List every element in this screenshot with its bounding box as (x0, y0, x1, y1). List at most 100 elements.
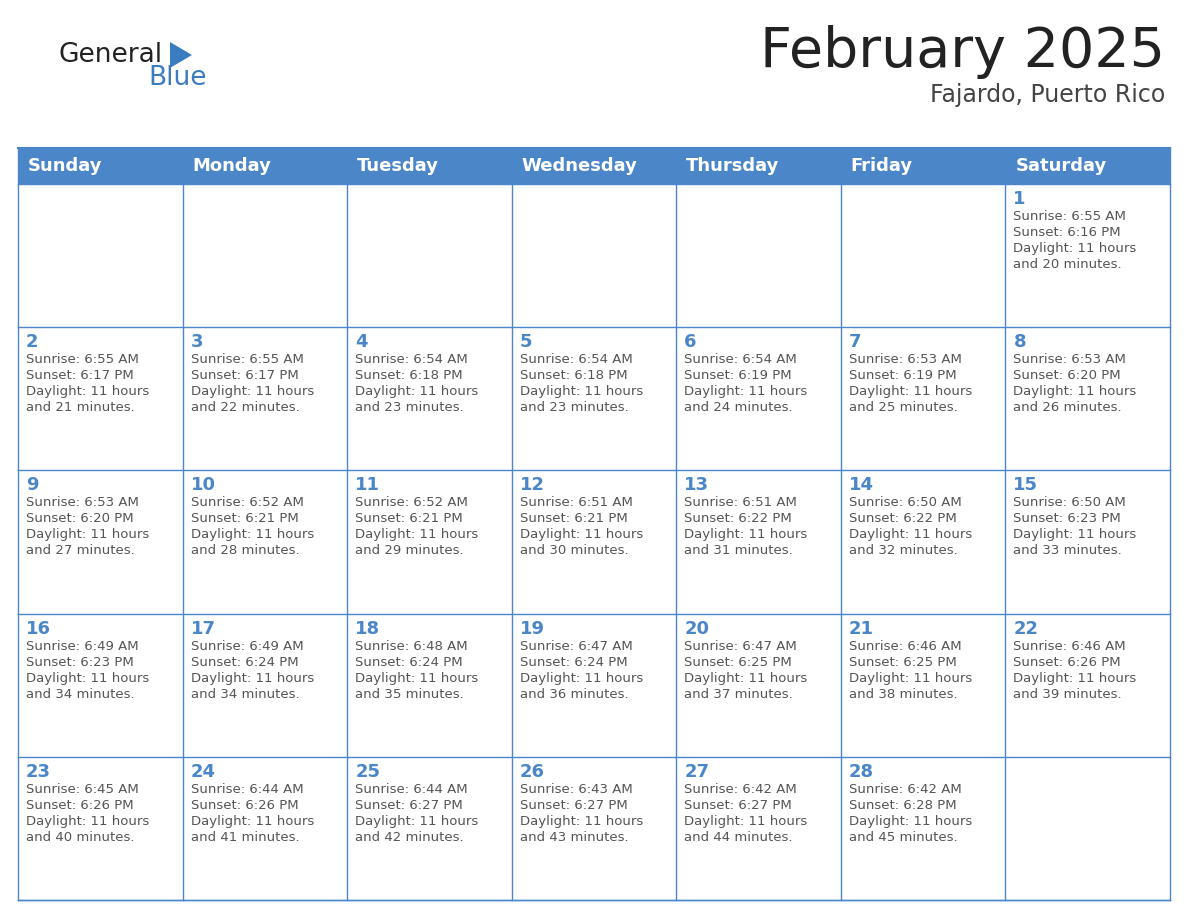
Text: Daylight: 11 hours: Daylight: 11 hours (849, 815, 972, 828)
Text: Sunset: 6:21 PM: Sunset: 6:21 PM (355, 512, 463, 525)
Text: Sunset: 6:20 PM: Sunset: 6:20 PM (26, 512, 133, 525)
Text: 9: 9 (26, 476, 38, 495)
Text: Sunset: 6:27 PM: Sunset: 6:27 PM (684, 799, 792, 812)
Text: and 35 minutes.: and 35 minutes. (355, 688, 463, 700)
Text: Sunset: 6:19 PM: Sunset: 6:19 PM (684, 369, 792, 382)
Text: and 32 minutes.: and 32 minutes. (849, 544, 958, 557)
Text: Daylight: 11 hours: Daylight: 11 hours (684, 672, 808, 685)
Text: Daylight: 11 hours: Daylight: 11 hours (684, 529, 808, 542)
Bar (676, 148, 841, 184)
Text: Daylight: 11 hours: Daylight: 11 hours (1013, 672, 1137, 685)
Text: 15: 15 (1013, 476, 1038, 495)
Text: Sunrise: 6:55 AM: Sunrise: 6:55 AM (1013, 210, 1126, 223)
Text: 19: 19 (519, 620, 545, 638)
Text: Sunset: 6:18 PM: Sunset: 6:18 PM (355, 369, 463, 382)
Text: 7: 7 (849, 333, 861, 352)
Text: Sunrise: 6:50 AM: Sunrise: 6:50 AM (1013, 497, 1126, 509)
Text: and 41 minutes.: and 41 minutes. (190, 831, 299, 844)
Text: 24: 24 (190, 763, 215, 781)
Bar (1005, 148, 1170, 184)
Text: and 25 minutes.: and 25 minutes. (849, 401, 958, 414)
Text: Tuesday: Tuesday (358, 157, 440, 175)
Text: Sunset: 6:16 PM: Sunset: 6:16 PM (1013, 226, 1121, 239)
Text: 23: 23 (26, 763, 51, 781)
Text: and 42 minutes.: and 42 minutes. (355, 831, 463, 844)
Text: Blue: Blue (148, 65, 207, 91)
Text: 2: 2 (26, 333, 38, 352)
Text: and 30 minutes.: and 30 minutes. (519, 544, 628, 557)
Text: Sunrise: 6:55 AM: Sunrise: 6:55 AM (26, 353, 139, 366)
Text: Monday: Monday (192, 157, 271, 175)
Text: 16: 16 (26, 620, 51, 638)
Text: Saturday: Saturday (1016, 157, 1107, 175)
Text: Daylight: 11 hours: Daylight: 11 hours (355, 529, 479, 542)
Text: Sunrise: 6:46 AM: Sunrise: 6:46 AM (849, 640, 961, 653)
Bar (512, 148, 676, 184)
Text: Sunrise: 6:46 AM: Sunrise: 6:46 AM (1013, 640, 1126, 653)
Text: and 38 minutes.: and 38 minutes. (849, 688, 958, 700)
Text: Wednesday: Wednesday (522, 157, 638, 175)
Text: Daylight: 11 hours: Daylight: 11 hours (1013, 529, 1137, 542)
Text: Sunset: 6:18 PM: Sunset: 6:18 PM (519, 369, 627, 382)
Text: Daylight: 11 hours: Daylight: 11 hours (684, 815, 808, 828)
Text: Sunrise: 6:47 AM: Sunrise: 6:47 AM (519, 640, 632, 653)
Text: Friday: Friday (851, 157, 914, 175)
Text: Sunrise: 6:54 AM: Sunrise: 6:54 AM (355, 353, 468, 366)
Text: Sunset: 6:24 PM: Sunset: 6:24 PM (190, 655, 298, 668)
Text: and 23 minutes.: and 23 minutes. (355, 401, 463, 414)
Text: 12: 12 (519, 476, 545, 495)
Text: and 21 minutes.: and 21 minutes. (26, 401, 134, 414)
Bar (841, 148, 1005, 184)
Text: and 40 minutes.: and 40 minutes. (26, 831, 134, 844)
Text: Sunrise: 6:54 AM: Sunrise: 6:54 AM (684, 353, 797, 366)
Text: Sunrise: 6:43 AM: Sunrise: 6:43 AM (519, 783, 632, 796)
Text: and 31 minutes.: and 31 minutes. (684, 544, 794, 557)
Text: Daylight: 11 hours: Daylight: 11 hours (355, 386, 479, 398)
Text: Daylight: 11 hours: Daylight: 11 hours (190, 672, 314, 685)
Text: Daylight: 11 hours: Daylight: 11 hours (684, 386, 808, 398)
Text: Sunset: 6:27 PM: Sunset: 6:27 PM (355, 799, 463, 812)
Text: Sunset: 6:24 PM: Sunset: 6:24 PM (355, 655, 463, 668)
Text: and 22 minutes.: and 22 minutes. (190, 401, 299, 414)
Text: 22: 22 (1013, 620, 1038, 638)
Text: Daylight: 11 hours: Daylight: 11 hours (519, 672, 643, 685)
Text: Sunday: Sunday (29, 157, 102, 175)
Text: Sunset: 6:21 PM: Sunset: 6:21 PM (519, 512, 627, 525)
Text: Sunrise: 6:50 AM: Sunrise: 6:50 AM (849, 497, 961, 509)
Text: Sunset: 6:26 PM: Sunset: 6:26 PM (26, 799, 133, 812)
Text: 5: 5 (519, 333, 532, 352)
Text: 1: 1 (1013, 190, 1026, 208)
Text: Sunset: 6:28 PM: Sunset: 6:28 PM (849, 799, 956, 812)
Text: Daylight: 11 hours: Daylight: 11 hours (1013, 386, 1137, 398)
Text: 25: 25 (355, 763, 380, 781)
Text: Daylight: 11 hours: Daylight: 11 hours (849, 672, 972, 685)
Text: Sunset: 6:27 PM: Sunset: 6:27 PM (519, 799, 627, 812)
Text: Sunrise: 6:42 AM: Sunrise: 6:42 AM (849, 783, 961, 796)
Bar (347, 148, 512, 184)
Text: Sunrise: 6:55 AM: Sunrise: 6:55 AM (190, 353, 303, 366)
Text: Daylight: 11 hours: Daylight: 11 hours (26, 672, 150, 685)
Text: and 26 minutes.: and 26 minutes. (1013, 401, 1121, 414)
Text: Daylight: 11 hours: Daylight: 11 hours (190, 386, 314, 398)
Bar (183, 148, 347, 184)
Text: Sunset: 6:17 PM: Sunset: 6:17 PM (26, 369, 134, 382)
Text: and 28 minutes.: and 28 minutes. (190, 544, 299, 557)
Text: and 45 minutes.: and 45 minutes. (849, 831, 958, 844)
Text: Sunrise: 6:53 AM: Sunrise: 6:53 AM (26, 497, 139, 509)
Text: Sunset: 6:21 PM: Sunset: 6:21 PM (190, 512, 298, 525)
Text: Daylight: 11 hours: Daylight: 11 hours (26, 386, 150, 398)
Text: Daylight: 11 hours: Daylight: 11 hours (849, 529, 972, 542)
Text: 28: 28 (849, 763, 874, 781)
Text: 3: 3 (190, 333, 203, 352)
Text: Sunset: 6:24 PM: Sunset: 6:24 PM (519, 655, 627, 668)
Text: Sunset: 6:26 PM: Sunset: 6:26 PM (190, 799, 298, 812)
Text: 27: 27 (684, 763, 709, 781)
Text: Sunset: 6:22 PM: Sunset: 6:22 PM (849, 512, 956, 525)
Text: 20: 20 (684, 620, 709, 638)
Text: 17: 17 (190, 620, 215, 638)
Text: Sunrise: 6:51 AM: Sunrise: 6:51 AM (519, 497, 632, 509)
Text: Sunset: 6:25 PM: Sunset: 6:25 PM (684, 655, 792, 668)
Text: Sunset: 6:17 PM: Sunset: 6:17 PM (190, 369, 298, 382)
Text: Sunrise: 6:47 AM: Sunrise: 6:47 AM (684, 640, 797, 653)
Text: and 43 minutes.: and 43 minutes. (519, 831, 628, 844)
